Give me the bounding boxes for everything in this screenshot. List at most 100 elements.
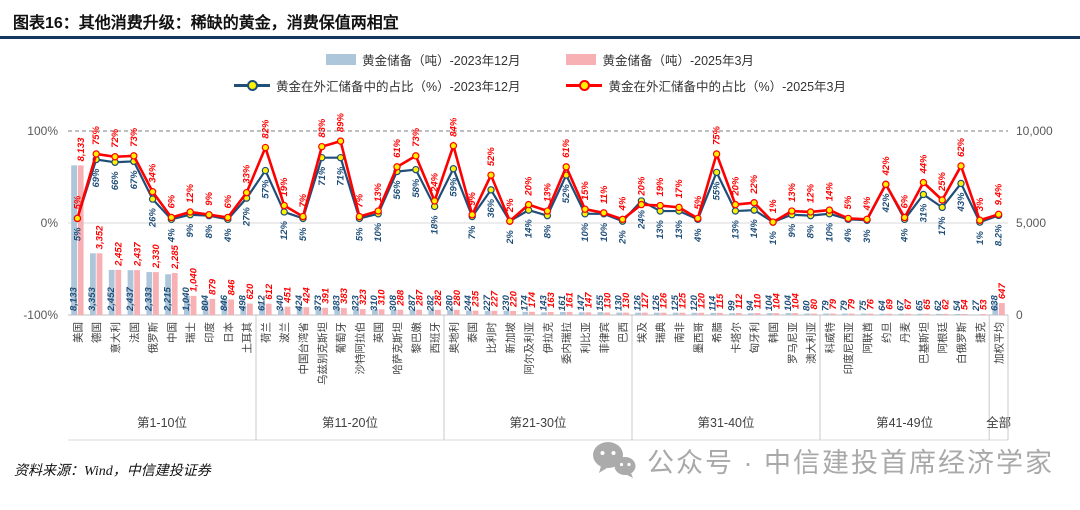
line-point [712, 150, 721, 158]
bar-label-2023: 54 [952, 300, 963, 311]
bar-label-2023: 340 [275, 294, 286, 311]
line-label-2025: 84% [448, 117, 459, 137]
line-point [92, 150, 100, 158]
watermark-text: 公众号 · 中信建投首席经济学家 [647, 447, 1054, 478]
bar-2023 [221, 299, 228, 315]
country-label: 丹麦 [900, 322, 912, 343]
bar-2025 [999, 303, 1005, 315]
line-point [957, 162, 965, 170]
bar-label-2023: 155 [595, 294, 606, 311]
bar-label-2023: 2,452 [106, 287, 117, 312]
bar-2023 [90, 253, 96, 315]
bar-label-2025: 130 [602, 292, 613, 309]
legend-label: 黄金在外汇储备中的占比（%）-2023年12月 [275, 80, 521, 94]
line-point [130, 152, 138, 160]
line-label-2023: 57% [260, 179, 271, 199]
line-label-2025: 6% [223, 194, 234, 208]
line-label-2023: 4% [693, 228, 704, 243]
line-label-2025: 82% [260, 119, 271, 139]
bar-2023 [917, 313, 923, 315]
line-point [111, 153, 119, 161]
bar-2025 [773, 313, 780, 315]
bar-label-2025: 8,133 [76, 137, 87, 161]
legend-swatch-line-2023 [233, 80, 270, 91]
country-label: 黎巴嫩 [410, 322, 423, 354]
line-point [581, 205, 589, 213]
line-label-2025: 2% [505, 198, 516, 213]
bar-label-2025: 227 [490, 290, 501, 308]
bar-label-2025: 54 [960, 299, 971, 310]
bar-label-2023: 161 [557, 295, 568, 311]
bar-label-2025: 282 [433, 289, 444, 307]
bar-label-2025: 288 [396, 289, 407, 307]
line-label-2025: 73% [129, 127, 140, 147]
country-label: 约旦 [880, 322, 893, 343]
bar-2023 [165, 274, 171, 315]
line-point [957, 179, 965, 188]
country-label: 中国 [165, 322, 178, 343]
line-point [900, 213, 909, 222]
line-point [167, 213, 176, 222]
bar-2023 [785, 313, 792, 315]
line-label-2025: 12% [806, 183, 817, 203]
bar-2023 [672, 312, 679, 315]
line-point [487, 171, 495, 179]
bar-2023 [278, 308, 284, 315]
bar-label-2023: 498 [238, 294, 249, 312]
bars-2025 [77, 165, 1005, 315]
line-label-2023: 17% [937, 216, 948, 236]
line-label-2023: 12% [279, 220, 290, 240]
line-label-2025: 83% [317, 118, 328, 138]
line-point [506, 217, 514, 225]
line-point [355, 212, 364, 221]
bar-label-2023: 8,133 [68, 287, 79, 311]
bar-label-2025: 161 [565, 292, 576, 308]
line-label-2025: 9% [204, 191, 215, 205]
bar-2023 [108, 269, 115, 315]
line-point [675, 203, 683, 212]
bar-2025 [623, 312, 629, 315]
bar-2025 [923, 313, 930, 315]
bar-2025 [717, 312, 723, 315]
bar-2025 [641, 312, 648, 315]
line-point [806, 208, 815, 216]
country-label: 利比亚 [579, 322, 592, 354]
bar-label-2025: 235 [471, 290, 482, 308]
bar-2023 [409, 309, 416, 315]
line-label-2025: 3% [975, 197, 986, 211]
line-label-2025: 13% [787, 182, 798, 202]
line-point [374, 207, 382, 215]
line-label-2023: 52% [561, 184, 572, 204]
bar-label-2025: 127 [640, 292, 651, 309]
bar-2023 [296, 307, 303, 315]
country-label: 波兰 [278, 322, 291, 343]
bar-2023 [898, 313, 905, 315]
bar-2023 [729, 313, 735, 315]
line-label-2023: 7% [467, 225, 478, 239]
line-label-2025: 19% [279, 177, 290, 197]
line-label-2025: 22% [749, 174, 760, 195]
line-label-2023: 67% [129, 170, 140, 190]
line-label-2023: 9% [787, 223, 798, 237]
bar-2023 [541, 312, 547, 315]
line-label-2025: 6% [166, 194, 177, 208]
bar-2025 [698, 312, 704, 315]
country-label: 南非 [673, 322, 686, 343]
line-label-2023: 1% [768, 231, 779, 245]
country-label: 法国 [128, 322, 141, 343]
line-point [242, 188, 251, 197]
bar-label-2023: 373 [313, 294, 324, 311]
bar-2023 [428, 309, 435, 315]
bar-label-2023: 383 [332, 294, 343, 311]
country-label: 印度 [203, 322, 216, 343]
legend-item-gold-2023: 黄金储备（吨）-2023年12月 [326, 50, 520, 69]
bar-2025 [378, 309, 385, 315]
right-axis-tick: 10,000 [1016, 124, 1053, 138]
bar-label-2025: 80 [809, 298, 820, 309]
line-label-2023: 13% [674, 219, 685, 239]
country-label: 委内瑞拉 [560, 322, 573, 364]
bar-2025 [829, 313, 836, 315]
bar-2025 [265, 303, 272, 315]
bar-2025 [359, 309, 366, 315]
bar-2023 [390, 309, 397, 315]
